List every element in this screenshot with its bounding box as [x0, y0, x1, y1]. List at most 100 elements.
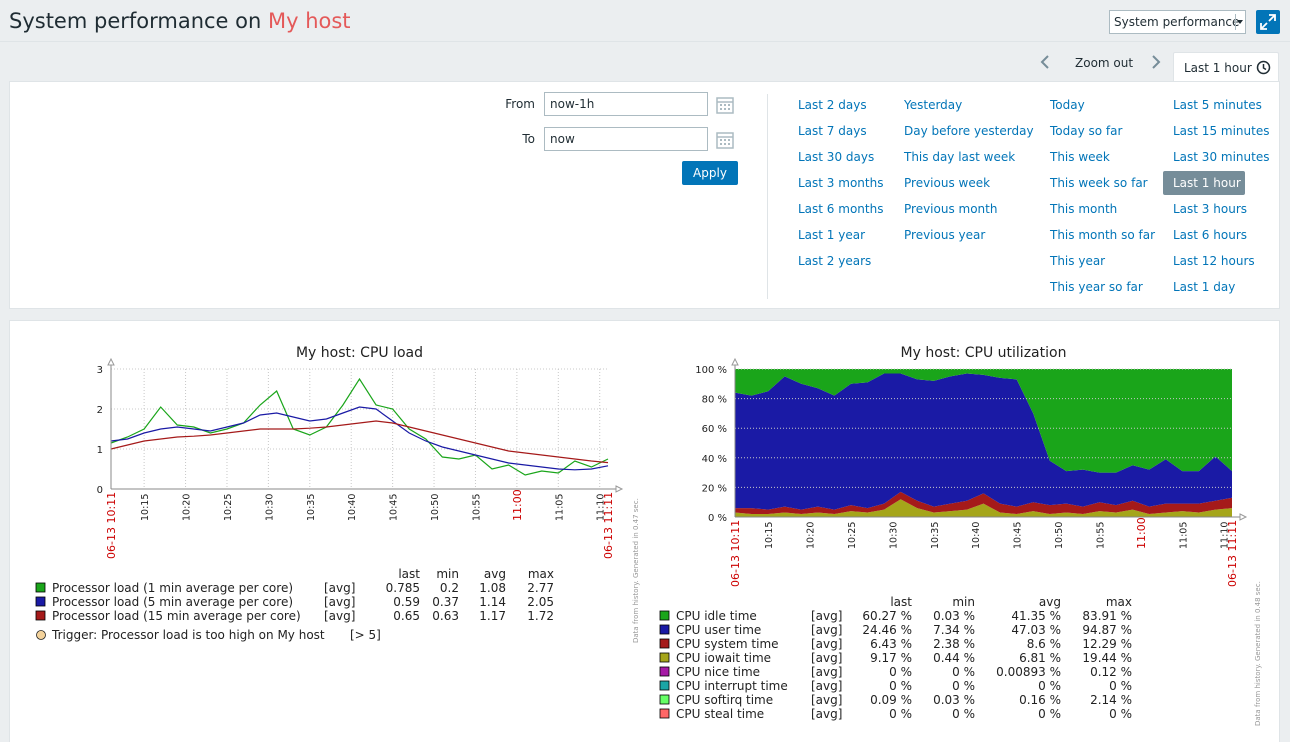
start-time-label: 06-13 10:11: [105, 492, 118, 559]
quick-range-link[interactable]: Last 3 months: [798, 176, 884, 190]
x-tick-label: 10:55: [1095, 522, 1106, 549]
axis-arrow: [615, 485, 624, 493]
legend-stat-max: 0.12 %: [1090, 665, 1132, 679]
quick-range-link[interactable]: Last 1 day: [1173, 280, 1236, 294]
trigger-condition: [> 5]: [350, 628, 381, 642]
legend-stat-min: 0.2: [440, 581, 459, 595]
page-title: System performance on My host: [9, 9, 351, 33]
quick-range-selected[interactable]: Last 1 hour: [1163, 171, 1245, 195]
quick-range-link[interactable]: Today: [1050, 98, 1085, 112]
to-input[interactable]: [544, 127, 708, 151]
quick-range-link[interactable]: This year so far: [1050, 280, 1143, 294]
quick-range-link[interactable]: This week so far: [1050, 176, 1148, 190]
legend-item-function: [avg]: [811, 679, 842, 693]
legend-item-name: Processor load (1 min average per core): [52, 581, 293, 595]
legend-item-function: [avg]: [811, 623, 842, 637]
legend-stat-min: 0.44 %: [933, 651, 975, 665]
quick-range-link[interactable]: This year: [1050, 254, 1106, 268]
zoom-out-button[interactable]: Zoom out: [1075, 56, 1134, 70]
quick-range-link[interactable]: This week: [1050, 150, 1110, 164]
host-link[interactable]: My host: [267, 9, 351, 33]
legend-stat-avg: 0.00893 %: [996, 665, 1061, 679]
quick-range-link[interactable]: Last 6 months: [798, 202, 884, 216]
x-tick-label: 11:10: [596, 494, 607, 521]
quick-range-link[interactable]: Last 7 days: [798, 124, 867, 138]
legend-item-function: [avg]: [811, 651, 842, 665]
legend-stat-max: 2.77: [527, 581, 554, 595]
clock-icon: [1256, 60, 1271, 75]
quick-range-link[interactable]: Previous week: [904, 176, 991, 190]
quick-range-link[interactable]: Last 1 year: [798, 228, 866, 242]
legend-item-name: CPU iowait time: [676, 651, 771, 665]
graph-title: My host: CPU utilization: [901, 345, 1067, 361]
quick-range-link[interactable]: Last 6 hours: [1173, 228, 1247, 242]
y-tick-label: 100 %: [695, 365, 727, 376]
quick-range-link[interactable]: Last 30 days: [798, 150, 875, 164]
calendar-icon[interactable]: [715, 95, 735, 115]
x-tick-label: 10:35: [306, 494, 317, 521]
legend-stat-avg: 0 %: [1038, 707, 1061, 721]
quick-range-link[interactable]: Last 3 hours: [1173, 202, 1247, 216]
quick-range-link[interactable]: Last 5 minutes: [1173, 98, 1262, 112]
fullscreen-icon: [1260, 14, 1276, 30]
axis-arrow: [107, 357, 115, 366]
quick-range-link[interactable]: This month: [1050, 202, 1118, 216]
prev-period-button[interactable]: [1037, 54, 1053, 72]
line-series: [110, 420, 609, 464]
legend-stat-max: 2.14 %: [1090, 693, 1132, 707]
y-tick-label: 3: [97, 365, 103, 376]
legend-item-function: [avg]: [811, 693, 842, 707]
dashboard-select[interactable]: System performance: [1109, 10, 1246, 34]
area-series: [735, 369, 1232, 473]
legend-item-name: CPU nice time: [676, 665, 760, 679]
generation-note: Data from history. Generated in 0.48 sec…: [1254, 581, 1262, 726]
x-tick-label: 10:50: [1054, 522, 1065, 549]
tab-time-filter-label: Last 1 hour: [1184, 61, 1252, 75]
x-tick-label: 11:05: [554, 494, 565, 521]
quick-range-link[interactable]: This day last week: [904, 150, 1016, 164]
legend-swatch: [659, 610, 670, 621]
quick-range-link[interactable]: Last 15 minutes: [1173, 124, 1270, 138]
apply-button[interactable]: Apply: [682, 161, 738, 185]
legend-swatch: [659, 624, 670, 635]
legend-stat-max: 94.87 %: [1082, 623, 1132, 637]
chevron-left-icon: [1040, 55, 1049, 69]
y-tick-label: 2: [97, 405, 103, 416]
legend-item-name: Processor load (15 min average per core): [52, 609, 301, 623]
fullscreen-button[interactable]: [1256, 10, 1280, 34]
x-tick-label: 11:00: [511, 489, 524, 521]
legend-stat-min: 2.38 %: [933, 637, 975, 651]
quick-range-link[interactable]: Day before yesterday: [904, 124, 1034, 138]
quick-range-link[interactable]: Last 12 hours: [1173, 254, 1255, 268]
quick-range-link[interactable]: Last 2 years: [798, 254, 872, 268]
y-tick-label: 0: [97, 485, 103, 496]
quick-range-link[interactable]: Previous month: [904, 202, 998, 216]
from-input[interactable]: [544, 92, 708, 116]
x-tick-label: 10:25: [847, 522, 858, 549]
x-tick-label: 10:40: [347, 494, 358, 521]
legend-stat-avg: 1.08: [479, 581, 506, 595]
legend-stat-header: last: [398, 567, 420, 581]
quick-range-link[interactable]: Previous year: [904, 228, 986, 242]
next-period-button[interactable]: [1148, 54, 1164, 72]
quick-range-link[interactable]: Yesterday: [904, 98, 963, 112]
time-tabs: Zoom out Last 1 hour: [0, 48, 1290, 82]
quick-range-link[interactable]: Today so far: [1050, 124, 1123, 138]
legend-stat-last: 24.46 %: [862, 623, 912, 637]
quick-range-link[interactable]: Last 30 minutes: [1173, 150, 1270, 164]
title-prefix: System performance on: [9, 9, 268, 33]
quick-range-link[interactable]: This month so far: [1050, 228, 1156, 242]
header: System performance on My host System per…: [0, 0, 1290, 42]
to-label: To: [522, 132, 535, 146]
legend-stat-last: 0 %: [889, 679, 912, 693]
start-time-label: 06-13 10:11: [729, 520, 742, 587]
tab-time-filter[interactable]: Last 1 hour: [1173, 52, 1279, 82]
legend-stat-avg: 0.16 %: [1019, 693, 1061, 707]
end-time-label: 06-13 11:11: [602, 492, 615, 559]
calendar-icon[interactable]: [715, 130, 735, 150]
legend-item-name: CPU system time: [676, 637, 779, 651]
quick-range-link[interactable]: Last 2 days: [798, 98, 867, 112]
legend-swatch: [35, 582, 46, 593]
legend-stat-avg: 8.6 %: [1027, 637, 1061, 651]
legend-stat-last: 0.65: [393, 609, 420, 623]
